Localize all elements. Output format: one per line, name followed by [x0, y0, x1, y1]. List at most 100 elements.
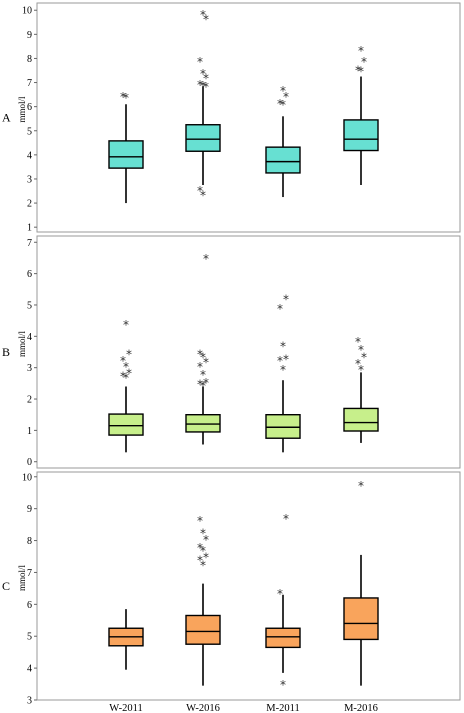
y-tick-label: 6 [27, 102, 32, 113]
outlier-point-M-2016: * [361, 351, 367, 365]
outlier-point-M-2011: * [280, 340, 286, 354]
y-tick-label: 3 [27, 696, 32, 707]
outlier-point-W-2016: * [203, 551, 209, 565]
y-tick-label: 4 [27, 332, 32, 343]
y-tick-label: 4 [27, 664, 32, 675]
outlier-point-W-2016: * [203, 252, 209, 266]
panel-frame-C [36, 471, 461, 701]
box-W-2016 [185, 124, 221, 152]
y-tick-label: 1 [27, 223, 32, 234]
y-tick-label: 5 [27, 126, 32, 137]
outlier-point-W-2016: * [203, 13, 209, 27]
outlier-point-W-2011: * [123, 360, 129, 374]
outlier-point-W-2016: * [197, 55, 203, 69]
outlier-point-W-2016: * [200, 8, 206, 22]
x-category-label: M-2011 [266, 703, 299, 713]
panel-frame-A [36, 2, 461, 233]
outlier-point-W-2016: * [203, 355, 209, 369]
outlier-point-M-2016: * [358, 479, 364, 493]
outlier-point-W-2016: * [197, 348, 203, 362]
outlier-point-M-2011: * [280, 84, 286, 98]
outlier-point-M-2011: * [277, 302, 283, 316]
outlier-point-M-2011: * [283, 90, 289, 104]
outlier-point-W-2016: * [197, 377, 203, 391]
box-W-2011 [108, 413, 144, 436]
outlier-point-W-2011: * [120, 90, 126, 104]
outlier-point-M-2016: * [358, 343, 364, 357]
outlier-point-W-2016: * [200, 544, 206, 558]
y-tick-label: 9 [27, 504, 32, 515]
panel-label-B: B [2, 345, 10, 359]
outlier-point-W-2016: * [197, 78, 203, 92]
outlier-point-W-2016: * [203, 80, 209, 94]
x-category-label: W-2016 [186, 703, 220, 713]
y-tick-label: 4 [27, 150, 32, 161]
outlier-point-W-2016: * [200, 558, 206, 572]
y-tick-label: 3 [27, 363, 32, 374]
panel-frame-B [36, 235, 461, 469]
box-W-2016 [185, 414, 221, 433]
panel-label-A: A [2, 111, 11, 125]
outlier-point-W-2016: * [203, 533, 209, 547]
y-tick-label: 0 [27, 457, 32, 468]
outlier-point-W-2016: * [203, 376, 209, 390]
outlier-point-M-2011: * [277, 587, 283, 601]
y-tick-label: 3 [27, 174, 32, 185]
y-tick-label: 7 [27, 568, 32, 579]
outlier-point-W-2016: * [200, 527, 206, 541]
box-W-2016 [185, 614, 221, 645]
outlier-point-W-2016: * [200, 79, 206, 93]
outlier-point-W-2011: * [123, 318, 129, 332]
outlier-point-M-2011: * [283, 512, 289, 526]
outlier-point-W-2016: * [197, 184, 203, 198]
outlier-point-M-2016: * [355, 63, 361, 77]
y-tick-label: 6 [27, 600, 32, 611]
y-tick-label: 5 [27, 632, 32, 643]
box-M-2016 [343, 407, 379, 432]
y-tick-label: 7 [27, 238, 32, 249]
box-M-2011 [265, 146, 301, 174]
outlier-point-W-2016: * [197, 554, 203, 568]
y-axis-label-B: mmol/l [17, 331, 27, 358]
y-tick-label: 9 [27, 30, 32, 41]
outlier-point-M-2016: * [358, 363, 364, 377]
y-tick-label: 10 [22, 472, 32, 483]
y-tick-label: 2 [27, 199, 32, 210]
y-tick-label: 10 [22, 6, 32, 17]
outlier-point-W-2011: * [126, 348, 132, 362]
outlier-point-M-2011: * [277, 97, 283, 111]
x-category-label: W-2011 [109, 703, 142, 713]
y-tick-label: 7 [27, 78, 32, 89]
box-M-2011 [265, 627, 301, 649]
box-M-2011 [265, 414, 301, 439]
outlier-point-M-2016: * [355, 335, 361, 349]
outlier-point-M-2016: * [355, 357, 361, 371]
x-category-label: M-2016 [344, 703, 378, 713]
outlier-point-W-2011: * [126, 366, 132, 380]
outlier-point-W-2016: * [203, 72, 209, 86]
outlier-point-W-2016: * [200, 189, 206, 203]
y-axis-label-C: mmol/l [17, 565, 27, 592]
outlier-point-W-2016: * [200, 368, 206, 382]
outlier-point-W-2016: * [197, 514, 203, 528]
outlier-point-W-2016: * [200, 67, 206, 81]
outlier-point-M-2016: * [358, 44, 364, 58]
y-tick-label: 2 [27, 395, 32, 406]
outlier-point-W-2016: * [200, 351, 206, 365]
panel-label-C: C [2, 579, 10, 593]
y-tick-label: 8 [27, 536, 32, 547]
y-tick-label: 6 [27, 269, 32, 280]
outlier-point-W-2016: * [197, 541, 203, 555]
box-W-2011 [108, 140, 144, 169]
outlier-point-M-2011: * [280, 363, 286, 377]
outlier-point-W-2011: * [123, 371, 129, 385]
y-tick-label: 8 [27, 54, 32, 65]
outlier-point-W-2011: * [120, 354, 126, 368]
y-tick-label: 1 [27, 426, 32, 437]
outlier-point-M-2011: * [280, 678, 286, 692]
outlier-point-W-2011: * [123, 91, 129, 105]
outlier-point-M-2011: * [277, 354, 283, 368]
outlier-point-M-2011: * [283, 352, 289, 366]
outlier-point-M-2016: * [361, 55, 367, 69]
